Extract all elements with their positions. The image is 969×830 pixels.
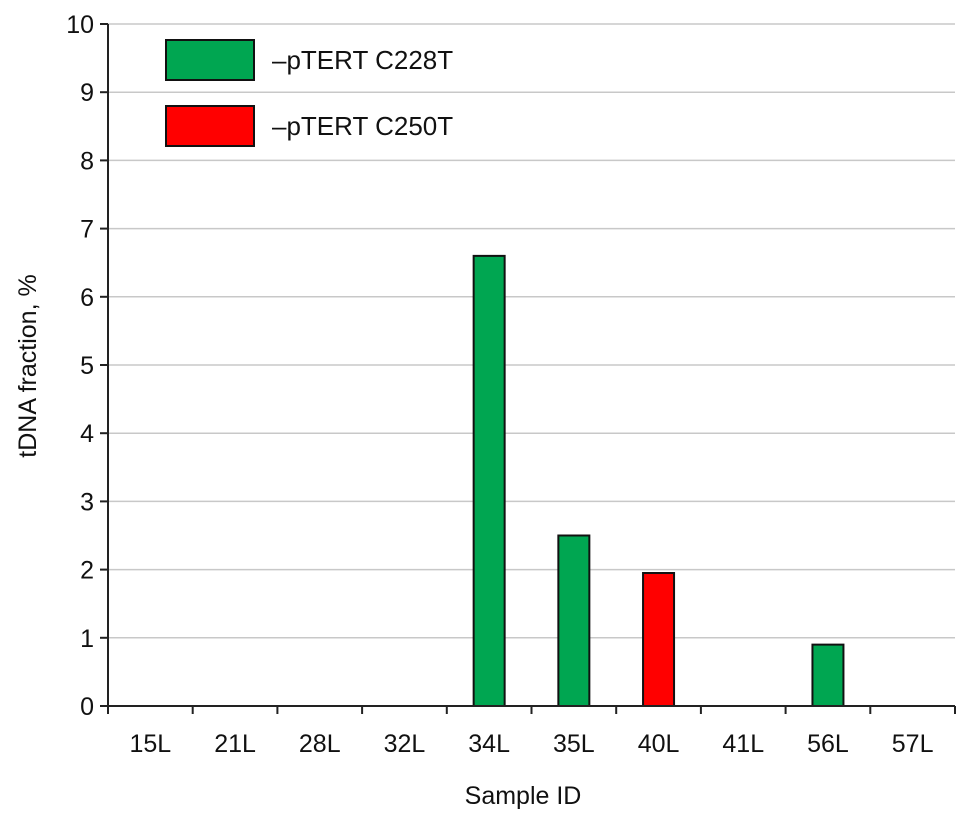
bar [557,534,591,707]
y-tick-labels: 0 1 2 3 4 5 6 7 8 9 10 [66,11,94,721]
y-tick-label: 9 [80,79,94,107]
x-tick-label: 40L [638,730,680,758]
y-tick-label: 7 [80,216,94,244]
x-axis-title: Sample ID [465,782,582,810]
legend-swatch [165,105,255,147]
y-tick-label: 8 [80,147,94,175]
legend-label: –pTERT C250T [272,111,453,141]
legend-swatch [165,39,255,81]
x-tick-label: 15L [129,730,171,758]
bar [472,254,506,707]
y-tick-label: 2 [80,557,94,585]
bar [642,572,676,708]
x-tick-label: 28L [299,730,341,758]
y-tick-label: 6 [80,284,94,312]
x-tick-label: 35L [553,730,595,758]
y-tick-label: 10 [66,11,94,39]
x-tick-label: 32L [384,730,426,758]
y-tick-label: 5 [80,352,94,380]
x-tick-label: 57L [892,730,934,758]
x-tick-label: 41L [722,730,764,758]
y-axis-title: tDNA fraction, % [14,274,42,457]
y-tick-label: 3 [80,488,94,516]
bar [811,643,845,707]
x-tick-label: 34L [468,730,510,758]
gridlines [108,23,955,639]
axes [100,23,956,714]
y-tick-label: 1 [80,625,94,653]
y-tick-label: 0 [80,693,94,721]
x-tick-label: 56L [807,730,849,758]
legend: –pTERT C228T –pTERT C250T [165,39,453,147]
y-tick-label: 4 [80,420,94,448]
x-tick-labels: 15L 21L 28L 32L 34L 35L 40L 41L 56L 57L [129,730,933,758]
x-tick-label: 21L [214,730,256,758]
legend-label: –pTERT C228T [272,45,453,75]
